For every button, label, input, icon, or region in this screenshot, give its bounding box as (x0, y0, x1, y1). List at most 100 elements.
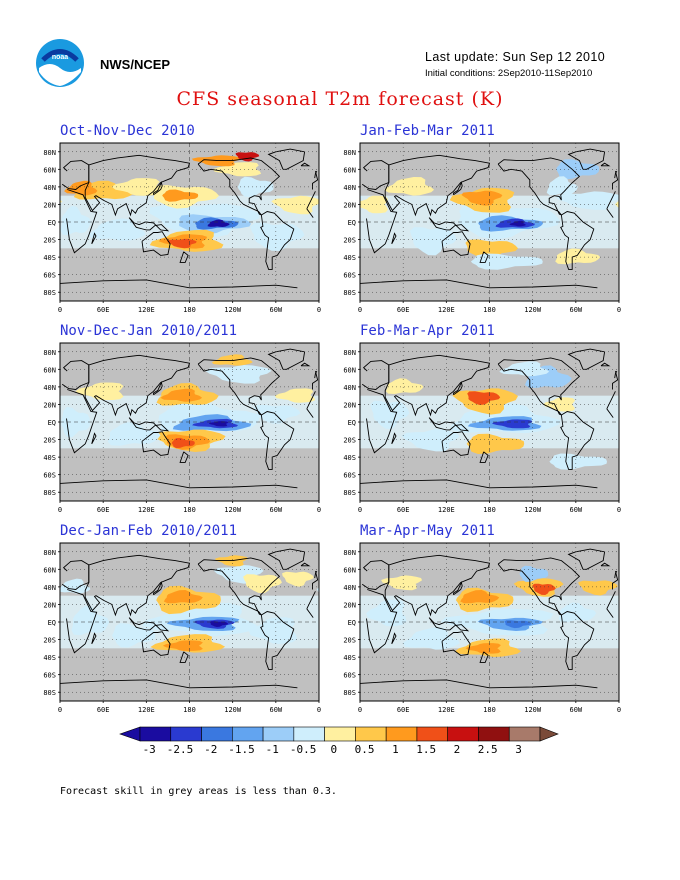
coastline (560, 211, 595, 270)
lat-tick-label: 80N (343, 349, 356, 357)
lat-tick-label: EQ (48, 619, 56, 627)
lat-tick-label: 60N (343, 366, 356, 374)
coastline (391, 232, 397, 245)
anomaly-region (162, 640, 203, 651)
anomaly-region (384, 177, 435, 196)
coastline (614, 170, 618, 179)
lon-tick-label: 180 (183, 306, 196, 314)
anomaly-region (71, 605, 110, 636)
coastline (153, 581, 163, 596)
lat-tick-label: 20S (343, 637, 356, 645)
anomaly-region (0, 617, 38, 644)
lat-tick-label: 20N (343, 401, 356, 409)
coastline (60, 679, 298, 689)
lon-tick-label: 120E (438, 506, 455, 514)
coastline (441, 631, 471, 656)
lon-tick-label: 0 (317, 506, 321, 514)
anomaly-region (381, 575, 423, 591)
lon-tick-label: 60W (270, 706, 283, 714)
lat-tick-label: 60S (343, 272, 356, 280)
page-title: CFS seasonal T2m forecast (K) (176, 88, 504, 110)
coastline (141, 231, 171, 256)
panel-title-4: Feb-Mar-Apr 2011 (360, 323, 495, 339)
lat-tick-label: 20N (343, 601, 356, 609)
panel-title-5: Dec-Jan-Feb 2010/2011 (60, 523, 238, 539)
lat-tick-label: 80S (43, 289, 56, 297)
coastline (567, 348, 606, 370)
anomaly-region (0, 405, 41, 424)
coastline (267, 148, 306, 170)
anomaly-region (466, 433, 525, 454)
lat-tick-label: 80S (43, 689, 56, 697)
colorbar-end-arrow (539, 726, 559, 742)
lat-tick-label: EQ (48, 419, 56, 427)
coastline (497, 557, 581, 616)
lat-tick-label: 40N (343, 184, 356, 192)
lat-tick-label: 20S (43, 437, 56, 445)
anomaly-region (274, 388, 316, 403)
anomaly-region (409, 227, 457, 256)
lon-tick-label: 60W (570, 506, 583, 514)
coastline (84, 554, 191, 617)
coastline (300, 562, 311, 567)
coastline (360, 279, 598, 289)
lat-tick-label: EQ (348, 619, 356, 627)
colorbar-label: 1.5 (416, 743, 436, 756)
lat-tick-label: 60S (343, 472, 356, 480)
colorbar-swatch (478, 726, 510, 742)
coastline (128, 617, 170, 632)
anomaly-region (549, 453, 607, 470)
colorbar-swatch (139, 726, 172, 742)
lat-tick-label: 80N (43, 149, 56, 157)
anomaly-region (207, 219, 230, 227)
coastline (441, 431, 471, 456)
lon-tick-label: 0 (358, 506, 362, 514)
colorbar-label: -2 (204, 743, 217, 756)
coastline (179, 651, 189, 663)
colorbar: -3 -2.5 -2 -1.5 -1 -0.5 0 0.5 1 1.5 2 2.5 3 (119, 726, 559, 756)
lat-tick-label: 60N (43, 366, 56, 374)
coastline (360, 479, 598, 489)
anomaly-region (253, 404, 301, 424)
lon-tick-label: 180 (483, 506, 496, 514)
anomaly-region (0, 162, 2, 176)
coastline (560, 611, 595, 670)
svg-text:noaa: noaa (52, 54, 68, 61)
lat-tick-label: 20N (343, 201, 356, 209)
anomaly-region (248, 617, 298, 644)
lon-tick-label: 120E (138, 506, 155, 514)
anomaly-region (461, 190, 503, 206)
lat-tick-label: 80S (343, 289, 356, 297)
anomaly-region (543, 397, 575, 412)
coastline (314, 370, 318, 379)
lon-tick-label: 120W (224, 306, 242, 314)
forecast-map-panel: 80N 60N 40N 20N EQ 20S 40S 60S 80S 0 60E 120E 180 120… (343, 342, 621, 514)
lat-tick-label: 60N (343, 166, 356, 174)
colorbar-end-arrow (119, 726, 141, 742)
coastline (366, 589, 616, 654)
anomaly-region (640, 575, 680, 590)
coastline (384, 154, 491, 217)
colorbar-label: -1 (266, 743, 279, 756)
lat-tick-label: 20N (43, 601, 56, 609)
anomaly-region (282, 571, 314, 587)
coastline (428, 217, 470, 232)
lon-tick-label: 60E (397, 706, 410, 714)
coastline (441, 231, 471, 256)
coastline (453, 381, 463, 396)
coastline (560, 411, 595, 470)
anomaly-region (615, 201, 619, 208)
lon-tick-label: 0 (58, 306, 62, 314)
lat-tick-label: 20S (343, 437, 356, 445)
lon-tick-label: 0 (317, 306, 321, 314)
coastline (567, 148, 606, 170)
lon-tick-label: 60E (97, 306, 110, 314)
lat-tick-label: 40S (43, 254, 56, 262)
panel-title-3: Nov-Dec-Jan 2010/2011 (60, 323, 238, 339)
anomaly-region (643, 177, 680, 196)
anomaly-region (171, 437, 195, 449)
anomaly-region (578, 580, 618, 596)
lat-tick-label: 20S (43, 637, 56, 645)
coastline (600, 562, 611, 567)
lon-tick-label: 60E (397, 306, 410, 314)
